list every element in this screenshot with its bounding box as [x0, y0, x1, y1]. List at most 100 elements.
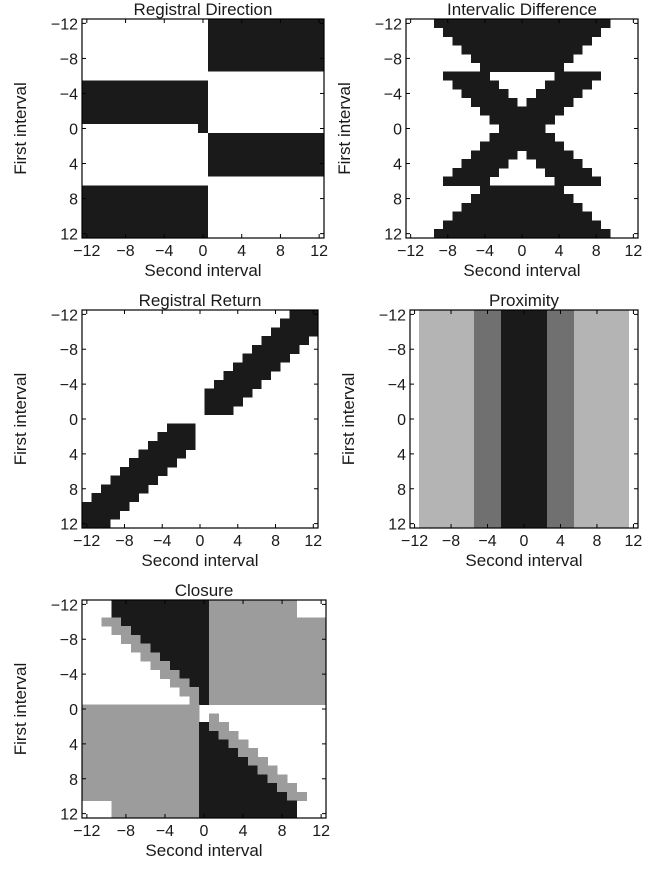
heatmap-cell [111, 617, 122, 627]
heatmap-cell [277, 626, 288, 636]
heatmap-cell [247, 748, 259, 758]
heatmap-cell [526, 62, 537, 72]
heatmap-cell [199, 783, 210, 793]
heatmap-cell [480, 27, 490, 37]
heatmap-cell [591, 220, 602, 230]
heatmap-cell [461, 27, 472, 37]
heatmap-cell [228, 617, 239, 627]
heatmap-cell [189, 756, 200, 767]
heatmap-cell [517, 202, 527, 213]
heatmap-cell [218, 791, 229, 801]
heatmap-cell [160, 791, 171, 801]
heatmap-cell [470, 229, 481, 239]
heatmap-cell [535, 132, 546, 142]
x-tick-label: −4 [478, 533, 496, 550]
heatmap-cell [189, 643, 200, 653]
heatmap-cell [296, 687, 307, 697]
heatmap-cell [185, 423, 196, 433]
heatmap-cell [179, 608, 190, 618]
heatmap-cell [169, 756, 180, 767]
heatmap-cell [251, 353, 262, 363]
heatmap-cell [270, 353, 281, 363]
heatmap-cell [101, 713, 112, 723]
heatmap-cell [461, 71, 472, 81]
heatmap-cell [179, 669, 190, 679]
heatmap-cell [140, 756, 151, 767]
heatmap-cell [251, 344, 262, 354]
heatmap-cell [82, 704, 93, 714]
heatmap-cell [110, 484, 121, 494]
y-tick-label: 0 [397, 412, 406, 429]
heatmap-cell [280, 318, 291, 328]
heatmap-cell [277, 800, 288, 810]
x-tick-label: 0 [196, 533, 205, 550]
heatmap-cell [554, 19, 565, 29]
heatmap-cell [185, 440, 196, 450]
heatmap-cell [306, 617, 317, 627]
heatmap-cell [199, 600, 210, 610]
heatmap-cell [101, 783, 112, 793]
heatmap-cell [299, 327, 309, 337]
heatmap-cell [218, 634, 229, 644]
heatmap-cell [140, 634, 151, 644]
heatmap-cell [508, 194, 518, 204]
heatmap-cell [91, 519, 102, 529]
heatmap-cell [179, 600, 190, 610]
heatmap-cell [508, 185, 518, 195]
heatmap-cell [247, 626, 259, 636]
heatmap-cell [470, 36, 481, 46]
heatmap-cell [267, 643, 278, 653]
heatmap-cell [228, 687, 239, 697]
heatmap-cell [554, 220, 565, 230]
heatmap-cell [247, 791, 259, 801]
heatmap-cell [150, 800, 161, 810]
heatmap-cell [228, 791, 239, 801]
heatmap-cell [129, 466, 139, 477]
heatmap-cell [433, 19, 444, 29]
heatmap-cell [140, 809, 151, 819]
heatmap-cell [545, 141, 555, 151]
heatmap-cell [257, 774, 268, 784]
heatmap-cell [267, 695, 278, 705]
heatmap-cell [489, 36, 500, 46]
heatmap-cell [169, 617, 180, 627]
heatmap-cell [179, 652, 190, 662]
heatmap-cell [296, 634, 307, 644]
heatmap-cell [101, 730, 112, 740]
heatmap-cell [189, 626, 200, 636]
heatmap-cell [554, 211, 565, 221]
heatmap-cell [179, 765, 190, 775]
heatmap-cell [82, 722, 93, 732]
heatmap-cell [189, 661, 200, 671]
y-axis-label: First interval [339, 373, 358, 466]
heatmap-cell [228, 800, 239, 810]
heatmap-cell [121, 765, 132, 775]
y-tick-label: 0 [69, 702, 78, 719]
heatmap-cell [121, 600, 132, 610]
heatmap-cell [461, 176, 472, 186]
heatmap-cell [480, 19, 490, 29]
heatmap-cell [91, 748, 102, 758]
heatmap-cell [270, 344, 281, 354]
y-tick-label: 0 [69, 122, 78, 139]
heatmap-cell [140, 800, 151, 810]
heatmap-cell [238, 791, 249, 801]
heatmap-cell [218, 748, 229, 758]
heatmap-cell [573, 80, 583, 90]
heatmap-cell [247, 809, 259, 819]
heatmap-cell [316, 661, 327, 671]
heatmap-cell [238, 748, 249, 758]
heatmap-cell [286, 669, 298, 679]
heatmap-cell [267, 687, 278, 697]
heatmap-cell [111, 809, 122, 819]
heatmap-cell [130, 730, 141, 740]
heatmap-cell [214, 388, 224, 398]
heatmap-cell [238, 661, 249, 671]
heatmap-cell [261, 336, 272, 346]
heatmap-cell [218, 661, 229, 671]
heatmap-cell [498, 97, 509, 107]
heatmap-cell [179, 661, 190, 671]
x-tick-label: −12 [401, 533, 428, 550]
heatmap-cell [452, 211, 463, 221]
